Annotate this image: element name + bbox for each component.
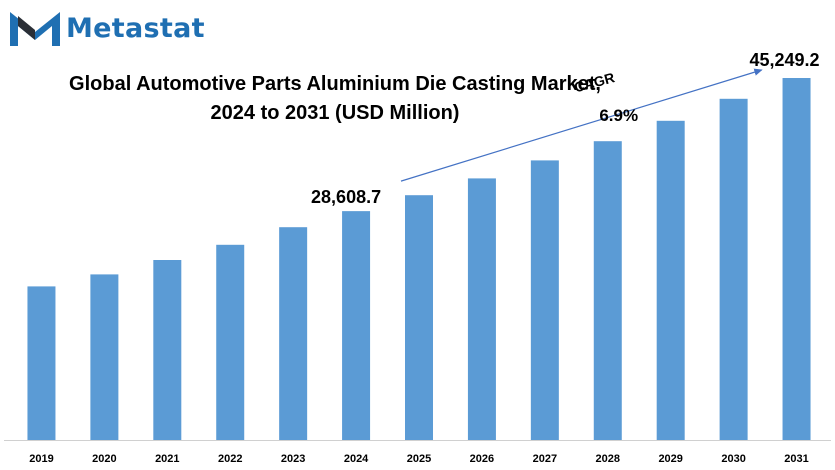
bar-2025 bbox=[405, 195, 433, 440]
x-tick-label-2024: 2024 bbox=[344, 453, 369, 465]
bar-2023 bbox=[279, 227, 308, 440]
bar-group bbox=[27, 78, 811, 441]
bar-2028 bbox=[593, 141, 622, 440]
metastat-logo: Metastat bbox=[8, 8, 205, 48]
bar-2031 bbox=[782, 78, 811, 440]
x-tick-label-2019: 2019 bbox=[29, 453, 53, 465]
cagr-label: CAGR bbox=[572, 69, 616, 95]
chart-title-line-1: Global Automotive Parts Aluminium Die Ca… bbox=[69, 73, 601, 95]
end-value-label: 45,249.2 bbox=[749, 50, 819, 70]
start-value-label: 28,608.7 bbox=[311, 187, 381, 207]
chart-title: Global Automotive Parts Aluminium Die Ca… bbox=[0, 70, 670, 128]
bar-2019 bbox=[27, 286, 56, 440]
x-tick-label-2023: 2023 bbox=[281, 453, 305, 465]
bar-2030 bbox=[719, 98, 748, 441]
x-tick-label-2029: 2029 bbox=[658, 453, 682, 465]
bar-2029 bbox=[656, 120, 685, 441]
x-axis-tick-labels: 2019 2020 2021 2022 2023 2024 2025 2026 2027 2028… bbox=[29, 453, 809, 465]
x-tick-label-2028: 2028 bbox=[596, 453, 620, 465]
x-tick-label-2031: 2031 bbox=[784, 453, 808, 465]
bar-2027 bbox=[530, 160, 559, 440]
bar-2021 bbox=[153, 260, 182, 440]
x-tick-label-2025: 2025 bbox=[407, 453, 431, 465]
x-tick-label-2020: 2020 bbox=[92, 453, 116, 465]
bar-2022 bbox=[216, 244, 245, 440]
brand-name: Metastat bbox=[66, 12, 205, 44]
x-tick-label-2022: 2022 bbox=[218, 453, 242, 465]
bar-2026 bbox=[467, 178, 496, 440]
x-tick-label-2021: 2021 bbox=[155, 453, 179, 465]
x-tick-label-2026: 2026 bbox=[470, 453, 494, 465]
chart-title-line-2: 2024 to 2031 (USD Million) bbox=[210, 102, 460, 124]
x-tick-label-2030: 2030 bbox=[721, 453, 745, 465]
metastat-logo-icon bbox=[10, 12, 60, 46]
cagr-value: 6.9% bbox=[599, 106, 638, 125]
x-tick-label-2027: 2027 bbox=[533, 453, 557, 465]
cagr-arrow bbox=[400, 68, 763, 182]
bar-2020 bbox=[90, 274, 119, 440]
bar-2024 bbox=[342, 211, 371, 440]
